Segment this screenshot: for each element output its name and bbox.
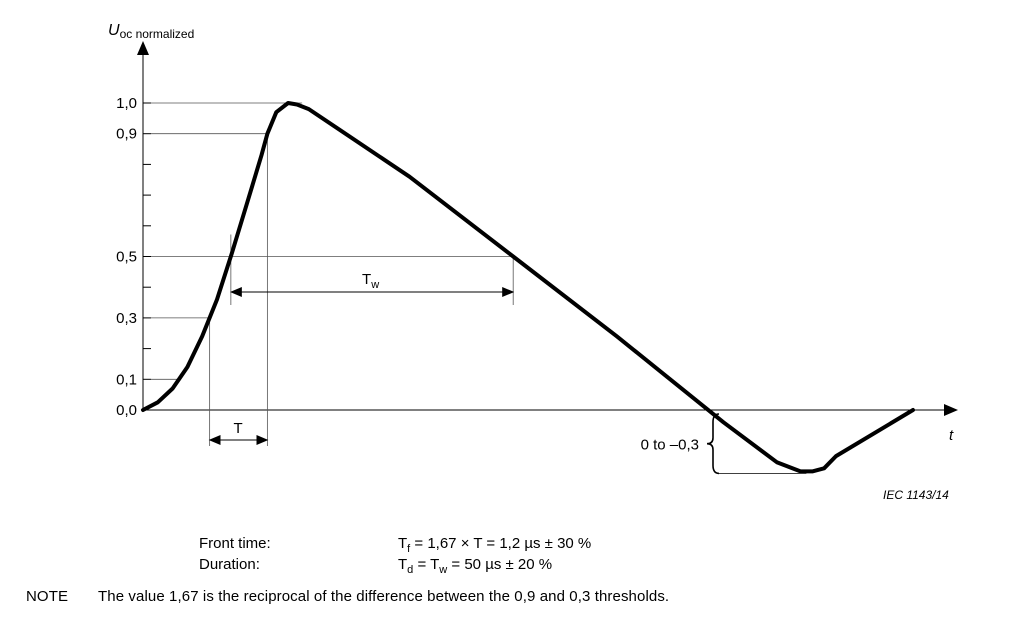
y-tick-label: 0,0	[116, 402, 137, 419]
waveform-curve	[141, 101, 915, 474]
figure-id: IEC 1143/14	[883, 488, 949, 502]
undershoot-brace	[706, 413, 720, 475]
y-tick-label: 1,0	[116, 95, 137, 112]
x-axis-arrow	[944, 404, 958, 416]
front-time-label: Front time:	[199, 535, 271, 552]
front-time-formula: Tf = 1,67 × T = 1,2 µs ± 30 %	[398, 535, 592, 555]
y-axis-label: Uoc normalized	[108, 22, 194, 41]
undershoot-label: 0 to –0,3	[641, 437, 699, 454]
y-axis-arrow	[137, 41, 149, 55]
y-tick-label: 0,9	[116, 126, 137, 143]
t-label: T	[234, 420, 243, 437]
threshold-guides	[151, 102, 514, 446]
y-tick-label: 0,5	[116, 249, 137, 266]
tw-label: Tw	[362, 271, 379, 291]
note-text: NOTE The value 1,67 is the reciprocal of …	[26, 588, 669, 605]
y-ticks: 1,0 0,9 0,5 0,3 0,1 0,0	[116, 95, 151, 419]
y-tick-label: 0,1	[116, 371, 137, 388]
duration-label: Duration:	[199, 556, 260, 573]
y-tick-label: 0,3	[116, 310, 137, 327]
x-axis-label: t	[949, 427, 954, 444]
note-body: The value 1,67 is the reciprocal of the …	[98, 588, 670, 605]
duration-formula: Td = Tw = 50 µs ± 20 %	[398, 556, 553, 576]
note-head: NOTE	[26, 588, 69, 605]
